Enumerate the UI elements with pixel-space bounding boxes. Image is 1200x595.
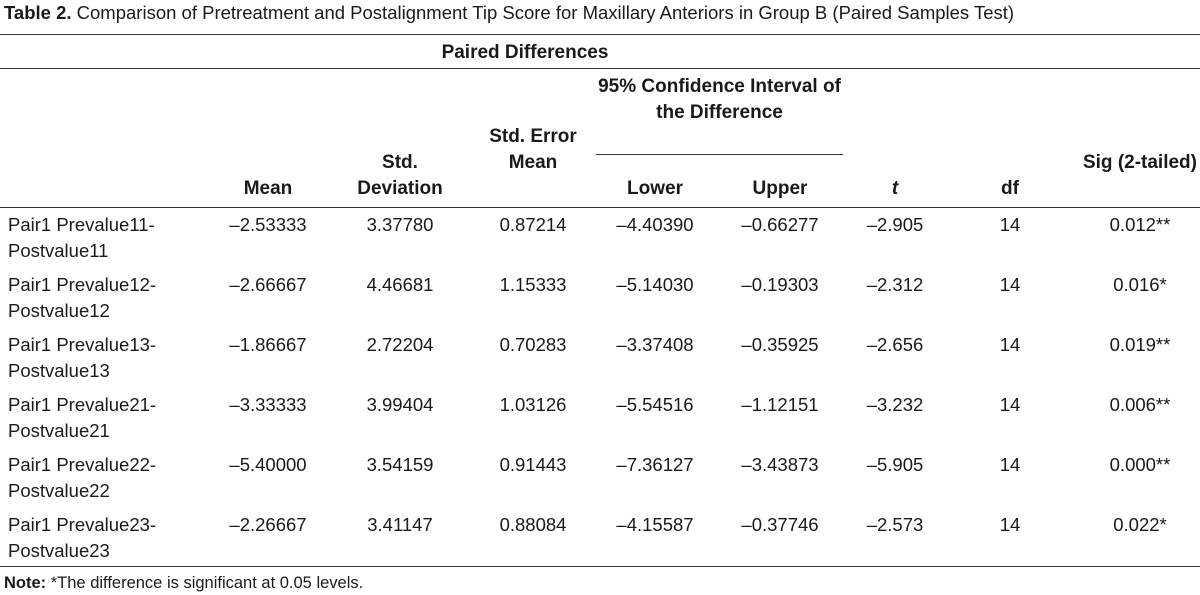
sig-cell: 0.000**: [1109, 454, 1171, 475]
table-row: Pair1 Prevalue12-Postvalue12 –2.66667 4.…: [0, 272, 1200, 332]
mean-cell: –5.40000: [229, 454, 307, 475]
sig-cell: 0.022*: [1113, 514, 1167, 535]
t-cell: –2.905: [866, 214, 924, 235]
table-bottom-rule: [0, 566, 1200, 567]
header-sig: Sig (2-tailed): [1082, 152, 1197, 173]
df-cell: 14: [999, 454, 1021, 475]
pair-label: Pair1 Prevalue13-Postvalue13: [8, 334, 157, 381]
std-deviation-cell: 3.99404: [366, 394, 434, 415]
table-row: Pair1 Prevalue13-Postvalue13 –1.86667 2.…: [0, 332, 1200, 392]
table-row: Pair1 Prevalue11-Postvalue11 –2.53333 3.…: [0, 212, 1200, 272]
t-cell: –3.232: [866, 394, 924, 415]
mean-cell: –1.86667: [229, 334, 307, 355]
lower-cell: –4.40390: [616, 214, 694, 235]
table-note: Note: *The difference is significant at …: [4, 572, 363, 594]
df-cell: 14: [999, 334, 1021, 355]
header-std-deviation: Std. Deviation: [357, 152, 443, 199]
upper-cell: –1.12151: [741, 394, 819, 415]
pair-label: Pair1 Prevalue12-Postvalue12: [8, 274, 157, 321]
sig-cell: 0.006**: [1109, 394, 1171, 415]
std-error-mean-cell: 0.70283: [499, 334, 567, 355]
lower-cell: –7.36127: [616, 454, 694, 475]
std-error-mean-cell: 1.03126: [499, 394, 567, 415]
upper-cell: –0.66277: [741, 214, 819, 235]
header-mean: Mean: [243, 178, 293, 199]
caption-text: Comparison of Pretreatment and Postalign…: [71, 2, 1015, 23]
t-cell: –5.905: [866, 454, 924, 475]
pair-label: Pair1 Prevalue23-Postvalue23: [8, 514, 157, 561]
pair-label: Pair1 Prevalue11-Postvalue11: [8, 214, 155, 261]
header-bottom-rule: [0, 207, 1200, 208]
t-cell: –2.573: [866, 514, 924, 535]
table-row: Pair1 Prevalue22-Postvalue22 –5.40000 3.…: [0, 452, 1200, 512]
lower-cell: –5.14030: [616, 274, 694, 295]
pair-label: Pair1 Prevalue22-Postvalue22: [8, 454, 157, 501]
note-label: Note:: [4, 574, 47, 592]
mean-cell: –2.66667: [229, 274, 307, 295]
df-cell: 14: [999, 514, 1021, 535]
table-row: Pair1 Prevalue23-Postvalue23 –2.26667 3.…: [0, 512, 1200, 572]
paired-differences-rule: [0, 68, 1200, 69]
df-cell: 14: [999, 274, 1021, 295]
header-t: t: [891, 178, 899, 199]
pair-label: Pair1 Prevalue21-Postvalue21: [8, 394, 157, 441]
std-deviation-cell: 3.41147: [367, 514, 433, 535]
upper-cell: –3.43873: [741, 454, 819, 475]
std-error-mean-cell: 0.88084: [499, 514, 567, 535]
std-error-mean-cell: 1.15333: [499, 274, 567, 295]
mean-cell: –3.33333: [229, 394, 307, 415]
header-df: df: [1001, 178, 1019, 199]
table-top-rule: [0, 34, 1200, 35]
lower-cell: –3.37408: [616, 334, 694, 355]
table-caption: Table 2. Comparison of Pretreatment and …: [4, 2, 1196, 24]
table-row: Pair1 Prevalue21-Postvalue21 –3.33333 3.…: [0, 392, 1200, 452]
header-confidence-interval: 95% Confidence Interval of the Differenc…: [598, 76, 841, 123]
lower-cell: –5.54516: [616, 394, 694, 415]
std-deviation-cell: 3.54159: [366, 454, 434, 475]
mean-cell: –2.26667: [229, 514, 307, 535]
lower-cell: –4.15587: [616, 514, 694, 535]
upper-cell: –0.37746: [741, 514, 819, 535]
t-cell: –2.312: [866, 274, 924, 295]
mean-cell: –2.53333: [229, 214, 307, 235]
df-cell: 14: [999, 394, 1021, 415]
std-error-mean-cell: 0.87214: [499, 214, 567, 235]
caption-label: Table 2.: [4, 2, 72, 23]
upper-cell: –0.19303: [741, 274, 819, 295]
std-deviation-cell: 4.46681: [366, 274, 434, 295]
std-deviation-cell: 3.37780: [366, 214, 434, 235]
sig-cell: 0.012**: [1109, 214, 1171, 235]
header-std-error-mean: Std. Error Mean: [489, 126, 577, 173]
note-text: *The difference is significant at 0.05 l…: [46, 574, 364, 592]
t-cell: –2.656: [866, 334, 924, 355]
header-paired-differences: Paired Differences: [441, 42, 609, 63]
sig-cell: 0.016*: [1113, 274, 1167, 295]
std-error-mean-cell: 0.91443: [499, 454, 567, 475]
std-deviation-cell: 2.72204: [366, 334, 434, 355]
df-cell: 14: [999, 214, 1021, 235]
confidence-interval-rule: [596, 154, 843, 155]
header-upper: Upper: [752, 178, 808, 199]
upper-cell: –0.35925: [741, 334, 819, 355]
sig-cell: 0.019**: [1109, 334, 1171, 355]
header-lower: Lower: [627, 178, 683, 199]
